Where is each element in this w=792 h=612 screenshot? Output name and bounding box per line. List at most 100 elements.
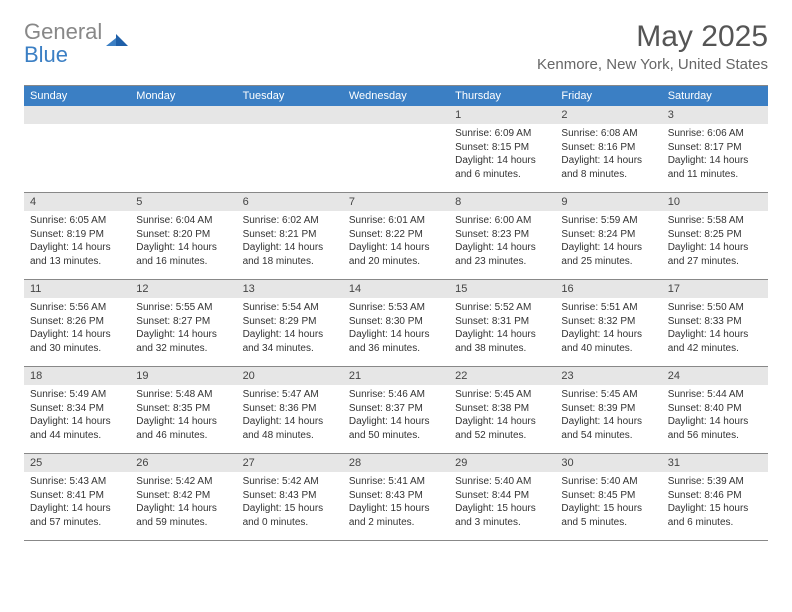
day-number: 17	[662, 280, 768, 298]
sunset-text: Sunset: 8:27 PM	[136, 315, 230, 329]
daylight-text: Daylight: 14 hours and 46 minutes.	[136, 415, 230, 442]
day-cell: 28Sunrise: 5:41 AMSunset: 8:43 PMDayligh…	[343, 454, 449, 540]
sunrise-text: Sunrise: 6:01 AM	[349, 214, 443, 228]
day-cell: 10Sunrise: 5:58 AMSunset: 8:25 PMDayligh…	[662, 193, 768, 279]
day-details: Sunrise: 5:39 AMSunset: 8:46 PMDaylight:…	[662, 472, 768, 533]
day-details: Sunrise: 5:50 AMSunset: 8:33 PMDaylight:…	[662, 298, 768, 359]
week-row: 4Sunrise: 6:05 AMSunset: 8:19 PMDaylight…	[24, 193, 768, 280]
day-number: 2	[555, 106, 661, 124]
day-details: Sunrise: 6:06 AMSunset: 8:17 PMDaylight:…	[662, 124, 768, 185]
sunset-text: Sunset: 8:16 PM	[561, 141, 655, 155]
day-number: 24	[662, 367, 768, 385]
daylight-text: Daylight: 14 hours and 42 minutes.	[668, 328, 762, 355]
daylight-text: Daylight: 15 hours and 2 minutes.	[349, 502, 443, 529]
day-cell: 24Sunrise: 5:44 AMSunset: 8:40 PMDayligh…	[662, 367, 768, 453]
day-details: Sunrise: 5:47 AMSunset: 8:36 PMDaylight:…	[237, 385, 343, 446]
sunset-text: Sunset: 8:37 PM	[349, 402, 443, 416]
day-details	[24, 124, 130, 131]
day-cell: 27Sunrise: 5:42 AMSunset: 8:43 PMDayligh…	[237, 454, 343, 540]
day-number: 9	[555, 193, 661, 211]
sunset-text: Sunset: 8:39 PM	[561, 402, 655, 416]
day-details: Sunrise: 5:40 AMSunset: 8:44 PMDaylight:…	[449, 472, 555, 533]
sunrise-text: Sunrise: 5:44 AM	[668, 388, 762, 402]
day-number: 29	[449, 454, 555, 472]
daylight-text: Daylight: 14 hours and 30 minutes.	[30, 328, 124, 355]
calendar-page: GeneralBlue May 2025 Kenmore, New York, …	[0, 0, 792, 561]
day-number: 25	[24, 454, 130, 472]
day-number: 28	[343, 454, 449, 472]
day-details: Sunrise: 5:42 AMSunset: 8:43 PMDaylight:…	[237, 472, 343, 533]
sunset-text: Sunset: 8:24 PM	[561, 228, 655, 242]
day-number: 19	[130, 367, 236, 385]
day-details: Sunrise: 5:55 AMSunset: 8:27 PMDaylight:…	[130, 298, 236, 359]
sunset-text: Sunset: 8:46 PM	[668, 489, 762, 503]
sunset-text: Sunset: 8:20 PM	[136, 228, 230, 242]
week-row: 18Sunrise: 5:49 AMSunset: 8:34 PMDayligh…	[24, 367, 768, 454]
weekday-header-row: Sunday Monday Tuesday Wednesday Thursday…	[24, 86, 768, 106]
daylight-text: Daylight: 14 hours and 20 minutes.	[349, 241, 443, 268]
daylight-text: Daylight: 14 hours and 52 minutes.	[455, 415, 549, 442]
day-cell: 30Sunrise: 5:40 AMSunset: 8:45 PMDayligh…	[555, 454, 661, 540]
weekday-header: Sunday	[24, 86, 130, 106]
day-cell: 9Sunrise: 5:59 AMSunset: 8:24 PMDaylight…	[555, 193, 661, 279]
sunrise-text: Sunrise: 5:58 AM	[668, 214, 762, 228]
day-cell: 29Sunrise: 5:40 AMSunset: 8:44 PMDayligh…	[449, 454, 555, 540]
day-number: 6	[237, 193, 343, 211]
day-details: Sunrise: 6:02 AMSunset: 8:21 PMDaylight:…	[237, 211, 343, 272]
sunrise-text: Sunrise: 5:51 AM	[561, 301, 655, 315]
day-number: 31	[662, 454, 768, 472]
sunset-text: Sunset: 8:38 PM	[455, 402, 549, 416]
daylight-text: Daylight: 14 hours and 25 minutes.	[561, 241, 655, 268]
weeks-container: 1Sunrise: 6:09 AMSunset: 8:15 PMDaylight…	[24, 106, 768, 541]
day-cell: 31Sunrise: 5:39 AMSunset: 8:46 PMDayligh…	[662, 454, 768, 540]
daylight-text: Daylight: 15 hours and 3 minutes.	[455, 502, 549, 529]
sunset-text: Sunset: 8:31 PM	[455, 315, 549, 329]
logo-mark-icon	[106, 27, 128, 43]
sunrise-text: Sunrise: 6:06 AM	[668, 127, 762, 141]
sunrise-text: Sunrise: 5:50 AM	[668, 301, 762, 315]
page-header: GeneralBlue May 2025 Kenmore, New York, …	[24, 20, 768, 73]
sunset-text: Sunset: 8:33 PM	[668, 315, 762, 329]
sunset-text: Sunset: 8:19 PM	[30, 228, 124, 242]
week-row: 11Sunrise: 5:56 AMSunset: 8:26 PMDayligh…	[24, 280, 768, 367]
daylight-text: Daylight: 14 hours and 36 minutes.	[349, 328, 443, 355]
day-cell: 7Sunrise: 6:01 AMSunset: 8:22 PMDaylight…	[343, 193, 449, 279]
day-details: Sunrise: 5:51 AMSunset: 8:32 PMDaylight:…	[555, 298, 661, 359]
day-details: Sunrise: 5:56 AMSunset: 8:26 PMDaylight:…	[24, 298, 130, 359]
day-details: Sunrise: 6:04 AMSunset: 8:20 PMDaylight:…	[130, 211, 236, 272]
daylight-text: Daylight: 14 hours and 44 minutes.	[30, 415, 124, 442]
day-details: Sunrise: 5:41 AMSunset: 8:43 PMDaylight:…	[343, 472, 449, 533]
day-details: Sunrise: 5:44 AMSunset: 8:40 PMDaylight:…	[662, 385, 768, 446]
weekday-header: Thursday	[449, 86, 555, 106]
day-cell: 25Sunrise: 5:43 AMSunset: 8:41 PMDayligh…	[24, 454, 130, 540]
weekday-header: Wednesday	[343, 86, 449, 106]
day-cell: 12Sunrise: 5:55 AMSunset: 8:27 PMDayligh…	[130, 280, 236, 366]
daylight-text: Daylight: 14 hours and 48 minutes.	[243, 415, 337, 442]
day-number: 20	[237, 367, 343, 385]
sunset-text: Sunset: 8:45 PM	[561, 489, 655, 503]
day-details: Sunrise: 5:49 AMSunset: 8:34 PMDaylight:…	[24, 385, 130, 446]
title-block: May 2025 Kenmore, New York, United State…	[537, 20, 768, 73]
page-title: May 2025	[537, 20, 768, 54]
day-details: Sunrise: 6:08 AMSunset: 8:16 PMDaylight:…	[555, 124, 661, 185]
sunset-text: Sunset: 8:32 PM	[561, 315, 655, 329]
day-cell: 19Sunrise: 5:48 AMSunset: 8:35 PMDayligh…	[130, 367, 236, 453]
daylight-text: Daylight: 15 hours and 6 minutes.	[668, 502, 762, 529]
day-details: Sunrise: 5:53 AMSunset: 8:30 PMDaylight:…	[343, 298, 449, 359]
daylight-text: Daylight: 14 hours and 32 minutes.	[136, 328, 230, 355]
sunset-text: Sunset: 8:21 PM	[243, 228, 337, 242]
day-cell: 22Sunrise: 5:45 AMSunset: 8:38 PMDayligh…	[449, 367, 555, 453]
day-cell	[130, 106, 236, 192]
day-details	[130, 124, 236, 131]
sunrise-text: Sunrise: 5:48 AM	[136, 388, 230, 402]
day-cell: 14Sunrise: 5:53 AMSunset: 8:30 PMDayligh…	[343, 280, 449, 366]
daylight-text: Daylight: 14 hours and 56 minutes.	[668, 415, 762, 442]
day-number: 18	[24, 367, 130, 385]
day-details	[237, 124, 343, 131]
sunrise-text: Sunrise: 5:41 AM	[349, 475, 443, 489]
day-number: 26	[130, 454, 236, 472]
sunrise-text: Sunrise: 5:47 AM	[243, 388, 337, 402]
location-subtitle: Kenmore, New York, United States	[537, 56, 768, 73]
daylight-text: Daylight: 14 hours and 13 minutes.	[30, 241, 124, 268]
day-details: Sunrise: 5:58 AMSunset: 8:25 PMDaylight:…	[662, 211, 768, 272]
